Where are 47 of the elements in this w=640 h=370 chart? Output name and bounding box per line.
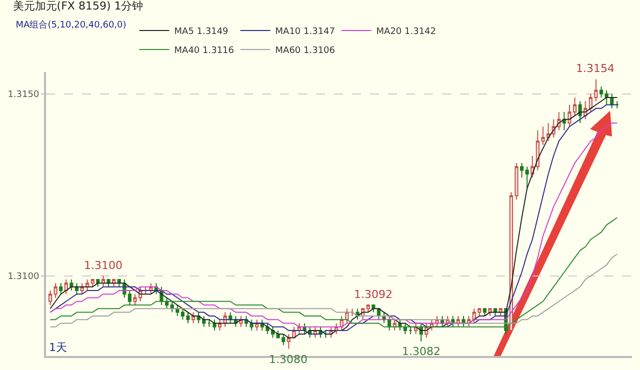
candlestick [250,319,254,332]
candlestick [144,286,148,295]
legend-label: MA5 1.3149 [174,27,229,38]
line-series [50,254,618,328]
line-series [50,217,618,328]
candlestick [64,279,68,295]
candlestick [255,319,259,332]
candlestick [212,319,216,332]
candlestick [392,319,396,332]
candlestick [615,100,619,109]
candlestick [408,326,412,335]
candlestick [90,279,94,288]
candlestick [286,334,290,350]
candlestick [488,308,492,316]
annotation: 1.3154 [576,62,614,75]
candlestick [86,279,90,291]
annotation: 1.3082 [402,345,440,358]
annotation: 1.3092 [354,288,392,301]
candlestick [207,319,211,328]
candlestick [218,319,222,332]
candlestick [578,100,582,124]
legend-title: MA组合(5,10,20,40,60,0) [16,20,126,31]
candlestick [345,308,349,324]
candlestick [324,330,328,338]
candlestick [366,304,370,313]
annotation: 1.3100 [84,259,122,272]
candlestick [80,282,84,295]
legend-label: MA60 1.3106 [275,46,336,56]
annotation: 1.3080 [269,353,308,366]
candlestick [59,282,63,295]
candlestick [176,304,180,316]
candlestick [70,279,74,291]
candlestick [525,166,529,190]
candlestick [128,290,132,306]
y-tick-label: 1.3150 [8,90,40,100]
candlestick [604,90,608,106]
legend-label: MA20 1.3142 [376,27,436,38]
candlestick [106,279,110,288]
chart-title: 美元加元(FX 8159) 1分钟 [12,0,144,13]
legend-label: MA10 1.3147 [275,27,336,38]
candlestick [482,308,486,316]
candlestick [562,112,566,131]
candlestick [520,162,524,178]
legend-label: MA40 1.3116 [174,46,234,56]
candlestick [192,312,196,324]
candlestick [599,86,604,98]
annotation: 1天 [49,341,67,354]
